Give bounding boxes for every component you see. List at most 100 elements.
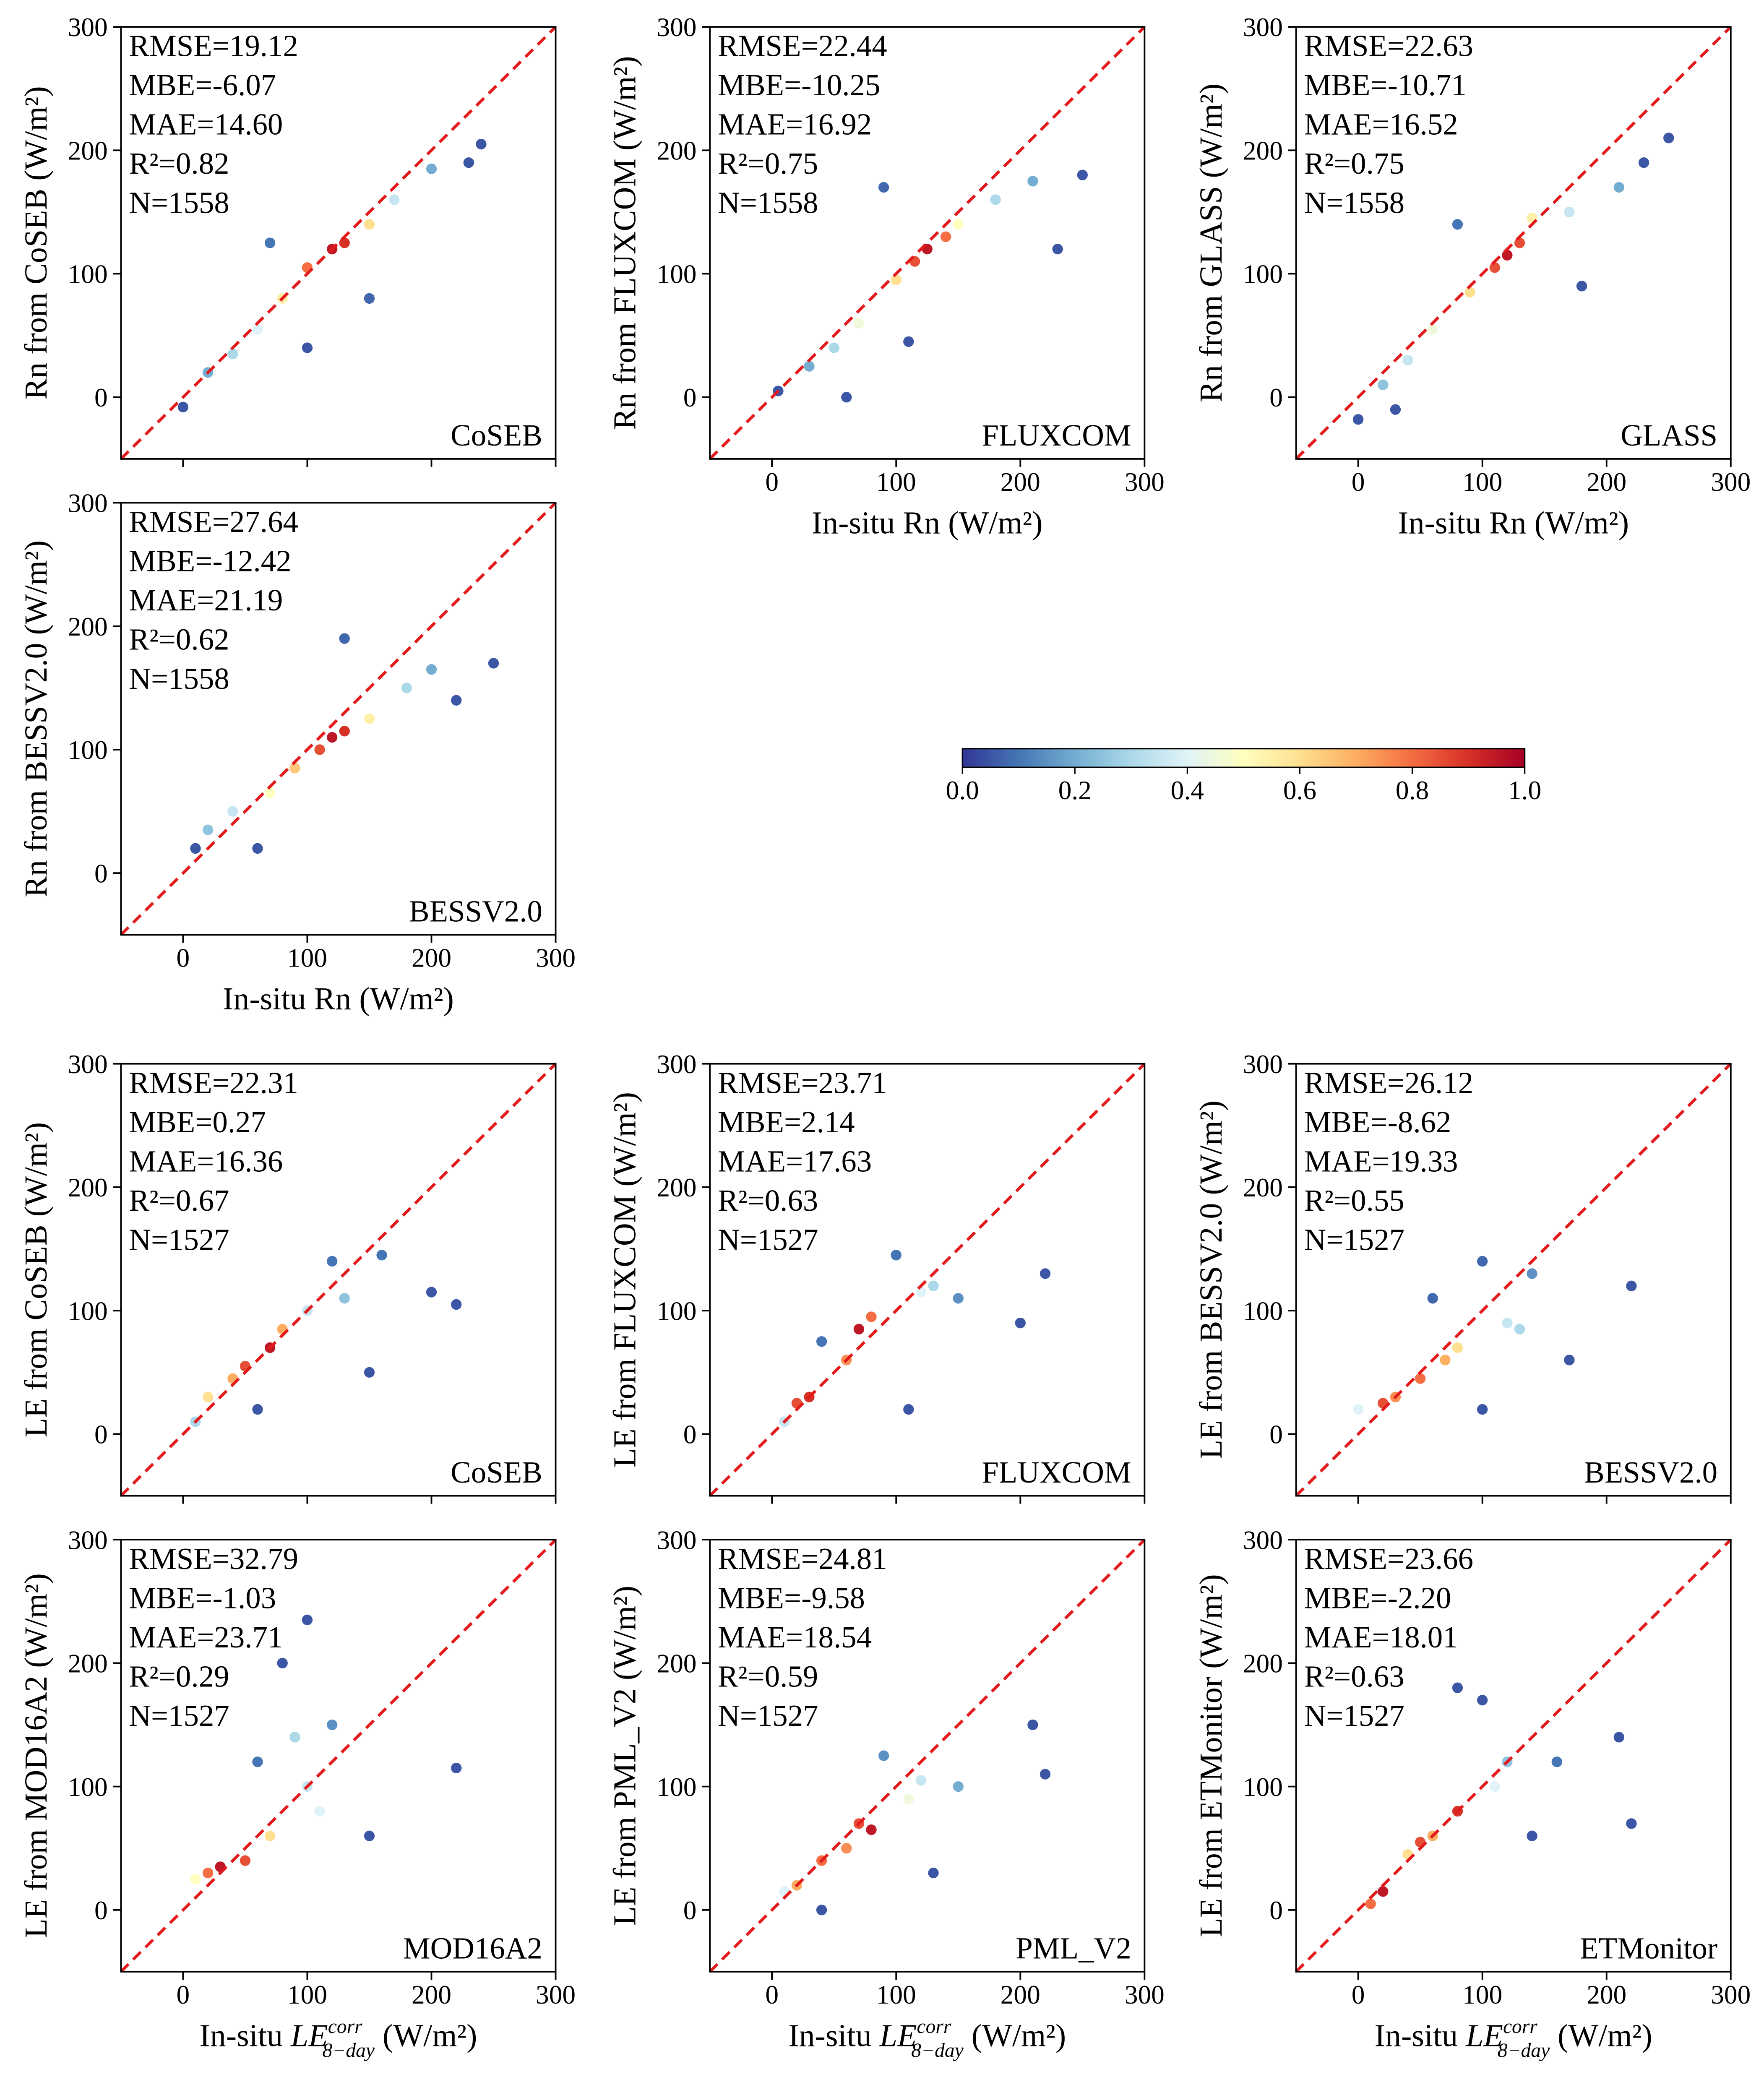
point [1352, 414, 1364, 425]
x-label-prefix: In-situ [199, 2018, 291, 2053]
stat: MAE=23.71 [129, 1620, 283, 1654]
point [829, 342, 839, 353]
point [451, 1299, 462, 1310]
x-tick-label: 100 [876, 1980, 916, 2009]
y-tick-label: 300 [657, 1525, 696, 1555]
point [1527, 1268, 1537, 1279]
model-label: MOD16A2 [403, 1931, 542, 1965]
point [1027, 1719, 1038, 1730]
stat: MBE=-10.71 [1304, 68, 1467, 102]
point [1613, 1732, 1625, 1743]
point [1464, 287, 1475, 298]
y-tick-label: 300 [68, 1525, 108, 1555]
points [190, 1250, 462, 1427]
y-axis-label: Rn from CoSEB (W/m²) [18, 86, 54, 399]
y-tick-label: 100 [1243, 1296, 1283, 1326]
point [202, 1867, 214, 1879]
y-tick-label: 300 [68, 489, 108, 518]
stat: MBE=-9.58 [718, 1581, 865, 1615]
stat: MAE=16.36 [129, 1144, 283, 1178]
point [339, 633, 350, 644]
point [1514, 1324, 1525, 1335]
y-tick-label: 100 [68, 260, 108, 289]
stat: R²=0.63 [718, 1183, 818, 1217]
x-axis-label: In-situ Rn (W/m²) [1398, 505, 1629, 540]
y-tick-label: 0 [683, 1420, 697, 1449]
x-axis-label: In-situ LEcorr 8−day (W/m²) [788, 2016, 1066, 2061]
axes-frame [1295, 1539, 1732, 1973]
points [1352, 1256, 1637, 1415]
point [426, 1287, 437, 1298]
point [866, 1824, 877, 1835]
point [1040, 1268, 1051, 1279]
one-to-one-line [120, 26, 557, 460]
one-to-one-line [1295, 1538, 1732, 1973]
point [953, 219, 964, 230]
point [928, 1280, 939, 1292]
x-tick-label: 0 [1352, 1980, 1365, 2009]
points [190, 633, 499, 854]
x-tick-label: 300 [1125, 467, 1165, 497]
panel: 0 100 200 300 0 100 200 300 RMSE=23.66 MBE=-2.20 M… [1193, 1525, 1751, 2061]
point [227, 806, 238, 817]
point [190, 843, 201, 854]
x-label-symbol: LE [879, 2018, 917, 2053]
stat: RMSE=26.12 [1304, 1066, 1474, 1100]
point [364, 1367, 375, 1378]
y-tick-label: 200 [68, 1649, 108, 1678]
stat: R²=0.29 [129, 1659, 229, 1693]
x-label-suffix: (W/m²) [964, 2018, 1066, 2053]
point [891, 274, 902, 285]
x-tick-label: 100 [876, 467, 916, 497]
x-label-sup: corr [917, 2016, 951, 2038]
point [202, 824, 214, 835]
point [339, 726, 350, 737]
stat: RMSE=23.66 [1304, 1542, 1474, 1576]
stat: MBE=-8.62 [1304, 1105, 1451, 1139]
x-tick-label: 200 [1001, 467, 1040, 497]
stat: MAE=18.54 [718, 1620, 872, 1654]
colorbar-gradient [961, 748, 1526, 768]
point [878, 182, 889, 193]
point [264, 787, 276, 798]
x-tick-label: 100 [1462, 467, 1502, 497]
y-tick-label: 0 [1269, 1420, 1283, 1449]
point [866, 1311, 877, 1322]
stat: N=1527 [129, 1222, 229, 1256]
x-tick-label: 0 [765, 1980, 779, 2009]
y-axis-label: LE from MOD16A2 (W/m²) [18, 1573, 54, 1938]
point [314, 1806, 325, 1817]
y-tick-label: 200 [657, 136, 696, 165]
axes-frame [709, 26, 1146, 460]
point [1613, 182, 1625, 193]
point [451, 695, 462, 706]
y-tick-label: 100 [657, 260, 696, 289]
colorbar-tick-label: 0.6 [1283, 776, 1316, 805]
y-axis-label: LE from BESSV2.0 (W/m²) [1193, 1100, 1229, 1459]
x-label-sup: corr [328, 2016, 362, 2038]
x-tick-label: 100 [287, 943, 327, 972]
panel: 0 100 200 300 0 100 200 300 RMSE=22.63 MBE=-10.71… [1193, 13, 1751, 540]
y-tick-label: 300 [657, 13, 696, 42]
stat: MBE=-10.25 [718, 68, 880, 102]
point [339, 1293, 350, 1304]
panel: 0 100 200 300 0 100 200 300 RMSE=27.64 MBE=-12.42… [18, 489, 576, 1016]
y-tick-label: 100 [657, 1772, 696, 1802]
axes-frame [120, 26, 557, 460]
x-label-symbol: LE [1465, 2018, 1503, 2053]
x-label-sub: 8−day [323, 2040, 375, 2061]
y-tick-label: 0 [94, 383, 108, 412]
point [1052, 244, 1063, 255]
y-tick-label: 0 [1269, 383, 1283, 412]
one-to-one-line [120, 1538, 557, 1973]
point [1040, 1769, 1051, 1780]
stat: RMSE=22.44 [718, 29, 887, 63]
x-tick-label: 200 [412, 943, 451, 972]
point [928, 1867, 939, 1879]
one-to-one-line [709, 26, 1146, 460]
point [1502, 1317, 1513, 1329]
x-label-sub: 8−day [911, 2040, 964, 2061]
y-tick-label: 300 [68, 13, 108, 42]
panel: 0 100 200 300 RMSE=22.31 MBE=0.27 MAE=16.36 R²=… [18, 1050, 557, 1504]
stat: MAE=14.60 [129, 107, 283, 141]
